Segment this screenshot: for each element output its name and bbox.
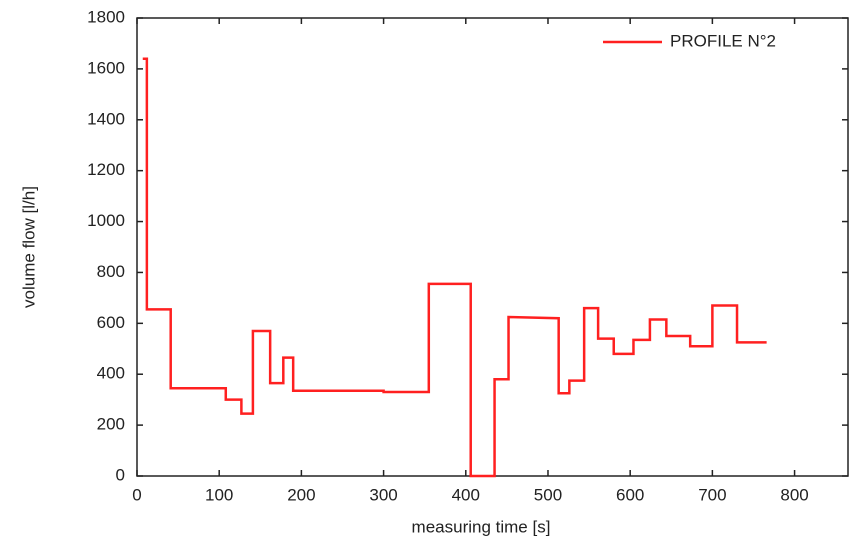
y-tick-label: 0 xyxy=(116,465,125,484)
y-axis-label: volume flow [l/h] xyxy=(19,186,38,308)
x-tick-label: 800 xyxy=(780,485,808,504)
x-tick-label: 500 xyxy=(534,485,562,504)
x-tick-label: 600 xyxy=(616,485,644,504)
y-tick-label: 800 xyxy=(97,262,125,281)
x-tick-label: 400 xyxy=(452,485,480,504)
x-tick-label: 700 xyxy=(698,485,726,504)
legend-label: PROFILE N°2 xyxy=(670,31,776,50)
y-tick-label: 1600 xyxy=(87,58,125,77)
x-tick-label: 0 xyxy=(132,485,141,504)
y-tick-label: 200 xyxy=(97,415,125,434)
y-tick-label: 1800 xyxy=(87,7,125,26)
x-axis-label: measuring time [s] xyxy=(412,517,551,536)
x-tick-label: 200 xyxy=(287,485,315,504)
y-tick-label: 400 xyxy=(97,364,125,383)
x-tick-label: 300 xyxy=(369,485,397,504)
y-tick-label: 1200 xyxy=(87,160,125,179)
y-tick-label: 600 xyxy=(97,313,125,332)
y-tick-label: 1000 xyxy=(87,211,125,230)
data-line xyxy=(142,57,767,478)
x-tick-label: 100 xyxy=(205,485,233,504)
y-tick-label: 1400 xyxy=(87,109,125,128)
plot-frame xyxy=(136,17,849,477)
